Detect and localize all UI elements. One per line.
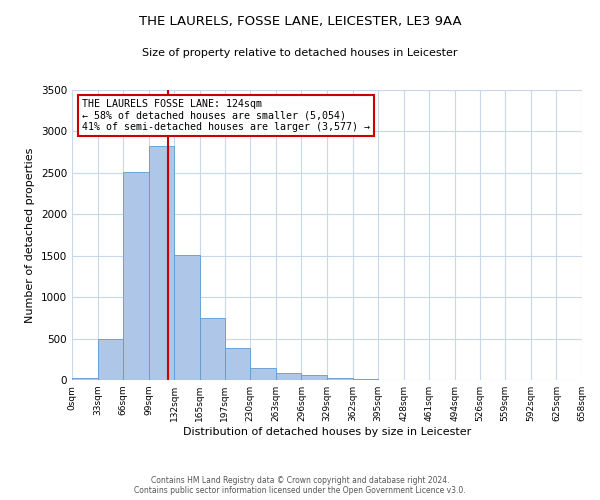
Bar [250,368,276,380]
Text: THE LAURELS, FOSSE LANE, LEICESTER, LE3 9AA: THE LAURELS, FOSSE LANE, LEICESTER, LE3 … [139,15,461,28]
Bar [327,378,353,380]
Text: Size of property relative to detached houses in Leicester: Size of property relative to detached ho… [142,48,458,58]
Bar [353,379,378,380]
Bar [72,378,98,380]
Bar [175,255,200,380]
X-axis label: Distribution of detached houses by size in Leicester: Distribution of detached houses by size … [183,427,471,437]
Bar [123,172,149,380]
Text: THE LAURELS FOSSE LANE: 124sqm
← 58% of detached houses are smaller (5,054)
41% : THE LAURELS FOSSE LANE: 124sqm ← 58% of … [82,98,370,132]
Bar [200,318,224,380]
Bar [276,372,301,380]
Bar [98,340,123,380]
Text: Contains HM Land Registry data © Crown copyright and database right 2024.
Contai: Contains HM Land Registry data © Crown c… [134,476,466,495]
Bar [301,376,327,380]
Bar [224,348,250,380]
Bar [149,146,175,380]
Y-axis label: Number of detached properties: Number of detached properties [25,148,35,322]
